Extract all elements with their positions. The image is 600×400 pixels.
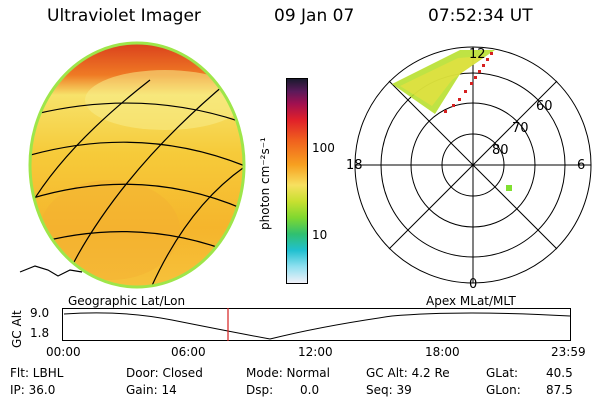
status-glon-value: 87.5	[546, 383, 573, 397]
status-gain: Gain: 14	[126, 383, 177, 397]
globe-image	[19, 41, 246, 289]
altitude-plot	[62, 308, 571, 341]
status-dsp-label: Dsp:	[246, 383, 274, 397]
lat-label-60: 60	[536, 99, 553, 114]
colorbar-tick-100: 100	[312, 141, 335, 155]
uv-disk	[30, 43, 244, 287]
alt-axis-title: GC Alt	[10, 310, 24, 348]
status-dsp-value: 0.0	[300, 383, 320, 397]
time-label: 07:52:34 UT	[428, 6, 533, 26]
left-panel-label: Geographic Lat/Lon	[68, 294, 186, 308]
alt-ymax: 9.0	[30, 306, 50, 320]
aurora-points	[444, 52, 493, 113]
colorbar	[286, 78, 308, 284]
colorbar-tick-10: 10	[312, 228, 328, 242]
date-label: 09 Jan 07	[274, 6, 355, 26]
earth-limb	[28, 41, 246, 289]
xtick-1800: 18:00	[425, 345, 460, 359]
right-panel-label: Apex MLat/MLT	[426, 294, 516, 308]
status-mode: Mode: Normal	[246, 366, 330, 380]
status-seq: Seq: 39	[366, 383, 412, 397]
status-glon-label: GLon:	[486, 383, 521, 397]
coastline	[19, 265, 83, 277]
altitude-curve	[63, 312, 571, 340]
lat-label-70: 70	[512, 121, 529, 136]
xtick-1200: 12:00	[298, 345, 333, 359]
app-title: Ultraviolet Imager	[47, 6, 201, 26]
colorbar-unit-label: photon cm⁻²s⁻¹	[258, 137, 272, 230]
spot-marker	[506, 185, 512, 191]
alt-ymin: 1.8	[30, 326, 50, 340]
status-filter: Flt: LBHL	[10, 366, 64, 380]
status-door: Door: Closed	[126, 366, 203, 380]
status-glat-value: 40.5	[546, 366, 573, 380]
xtick-0600: 06:00	[171, 345, 206, 359]
mlt-label-6: 6	[577, 158, 585, 173]
mlt-label-0: 0	[469, 277, 477, 292]
lat-label-80: 80	[492, 143, 509, 158]
status-glat-label: GLat:	[486, 366, 519, 380]
status-gc-alt: GC Alt: 4.2 Re	[366, 366, 450, 380]
xtick-2359: 23:59	[551, 345, 586, 359]
status-ip: IP: 36.0	[10, 383, 56, 397]
mlt-label-18: 18	[346, 158, 363, 173]
mlt-label-12: 12	[469, 47, 486, 62]
polar-plot: 12 18 6 0 60 70 80	[346, 46, 592, 292]
xtick-0000: 00:00	[46, 345, 81, 359]
